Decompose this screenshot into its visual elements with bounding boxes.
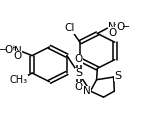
Text: S: S <box>115 71 122 81</box>
Text: +: + <box>10 45 16 51</box>
Text: O: O <box>109 28 117 38</box>
Text: N: N <box>83 86 90 96</box>
Text: −: − <box>122 22 130 32</box>
Text: Cl: Cl <box>65 23 75 33</box>
Text: N: N <box>108 23 116 32</box>
Text: −: − <box>0 45 7 55</box>
Text: CH₃: CH₃ <box>10 75 28 85</box>
Text: O: O <box>74 82 83 92</box>
Text: O: O <box>116 22 125 32</box>
Text: N: N <box>14 46 21 56</box>
Text: O: O <box>74 54 83 64</box>
Text: +: + <box>113 22 119 27</box>
Text: O: O <box>5 45 13 55</box>
Text: S: S <box>75 68 82 78</box>
Text: O: O <box>13 51 21 61</box>
